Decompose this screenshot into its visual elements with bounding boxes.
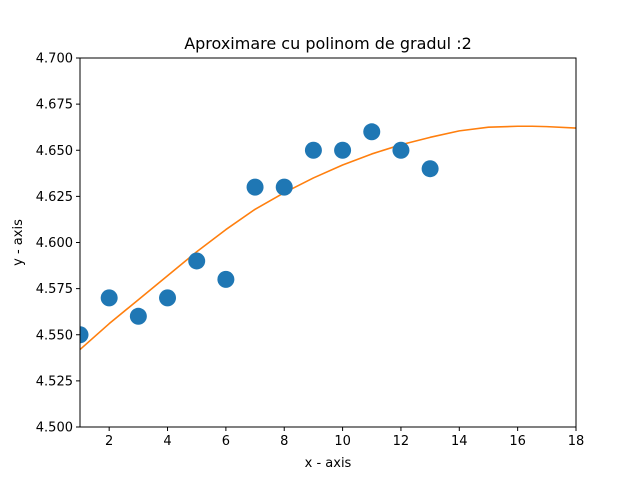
scatter-point [275,178,293,196]
y-tick-label: 4.525 [36,374,73,389]
chart-title: Aproximare cu polinom de gradul :2 [184,34,472,53]
x-tick-label: 2 [105,434,113,449]
scatter-point [363,123,381,141]
y-tick-label: 4.550 [36,328,73,343]
y-tick-label: 4.575 [36,282,73,297]
scatter-point [80,326,89,344]
scatter-point [246,178,264,196]
y-tick-label: 4.650 [36,144,73,159]
fit-curve-line [80,125,576,351]
x-ticks: 2 4 6 8 10 12 14 16 18 [105,427,584,449]
scatter-point [304,141,322,159]
scatter-point [129,307,147,325]
scatter-point [334,141,352,159]
scatter-point [159,289,177,307]
x-axis-label: x - axis [305,456,352,471]
x-tick-label: 16 [509,434,526,449]
x-tick-label: 6 [222,434,230,449]
x-tick-label: 12 [393,434,410,449]
x-tick-label: 18 [568,434,585,449]
y-tick-label: 4.600 [36,236,73,251]
y-ticks: 4.500 4.525 4.550 4.575 4.600 4.625 4.650 4.675… [36,52,80,436]
x-tick-label: 4 [163,434,171,449]
x-tick-label: 8 [280,434,288,449]
x-tick-label: 14 [451,434,468,449]
y-tick-label: 4.675 [36,98,73,113]
y-tick-label: 4.625 [36,190,73,205]
y-tick-label: 4.500 [36,421,73,436]
y-axis-label: y - axis [11,219,26,266]
x-tick-label: 10 [334,434,351,449]
y-tick-label: 4.700 [36,52,73,67]
scatter-point [217,270,235,288]
plot-frame [79,57,577,428]
series-layer [80,123,576,351]
scatter-point [392,141,410,159]
scatter-point [188,252,206,270]
scatter-point [100,289,118,307]
scatter-point [421,160,439,178]
